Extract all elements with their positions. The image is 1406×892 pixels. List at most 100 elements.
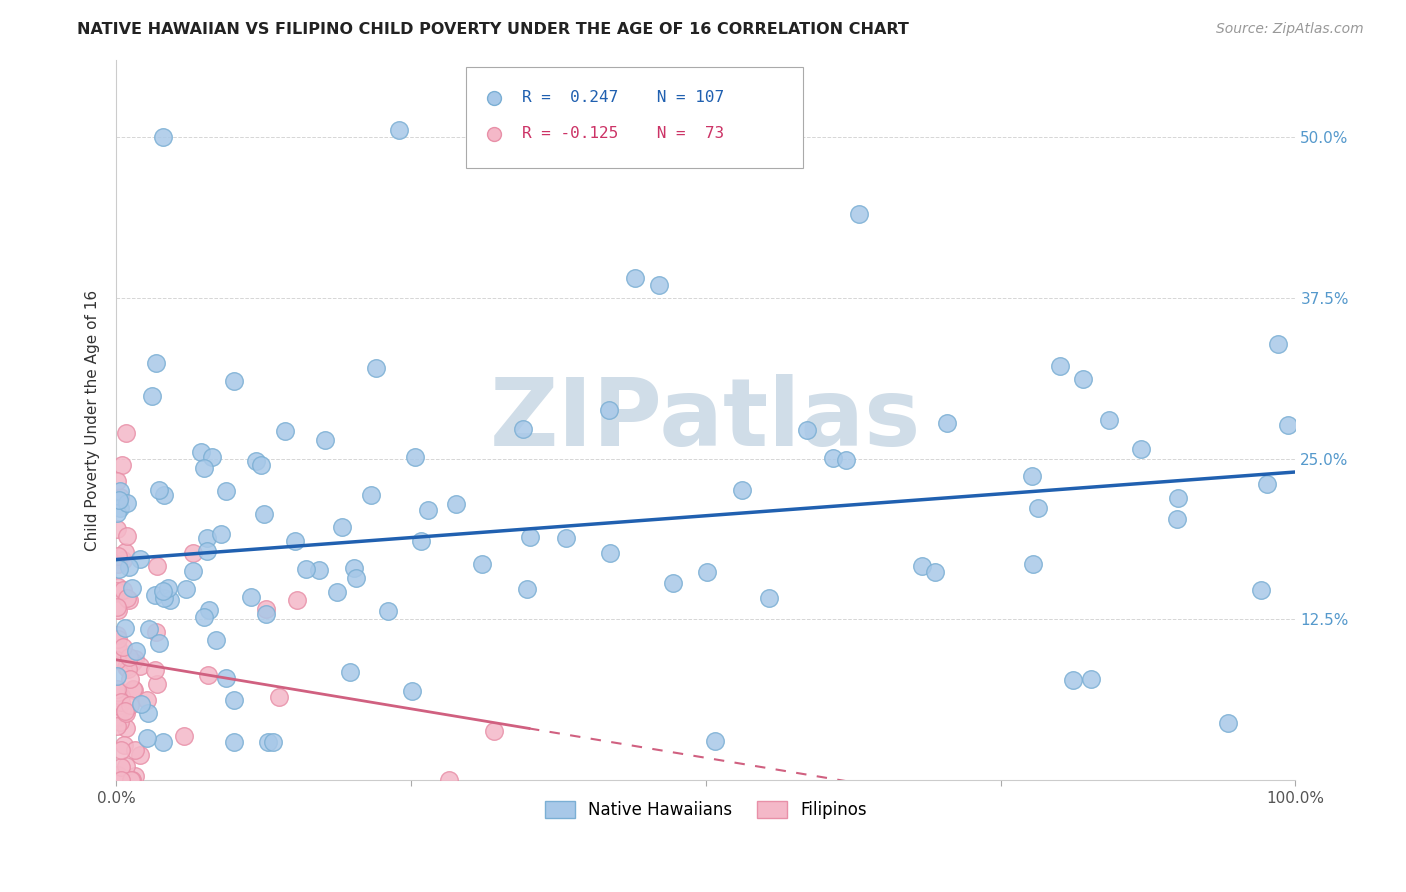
Point bbox=[1080, 672, 1102, 686]
Point bbox=[120, 698, 142, 712]
Point bbox=[193, 461, 215, 475]
Point bbox=[344, 571, 367, 585]
Point bbox=[107, 641, 129, 656]
Point bbox=[110, 694, 132, 708]
Text: Source: ZipAtlas.com: Source: ZipAtlas.com bbox=[1216, 22, 1364, 37]
Point bbox=[554, 531, 576, 545]
Point bbox=[111, 702, 134, 716]
Point bbox=[256, 601, 278, 615]
Point bbox=[197, 667, 219, 681]
Point bbox=[1129, 442, 1152, 457]
Point bbox=[224, 375, 246, 389]
Point bbox=[118, 650, 141, 665]
Point bbox=[294, 562, 316, 576]
Point bbox=[111, 553, 134, 567]
Point bbox=[152, 734, 174, 748]
Point bbox=[143, 664, 166, 678]
Point bbox=[222, 693, 245, 707]
Point bbox=[332, 520, 354, 534]
Point bbox=[339, 665, 361, 680]
Point bbox=[110, 760, 132, 774]
Point bbox=[401, 683, 423, 698]
Legend: Native Hawaiians, Filipinos: Native Hawaiians, Filipinos bbox=[538, 795, 873, 826]
Point bbox=[695, 566, 717, 580]
Point bbox=[138, 622, 160, 636]
Point bbox=[110, 773, 132, 788]
Point bbox=[111, 458, 134, 472]
Point bbox=[114, 738, 136, 752]
Point bbox=[107, 580, 129, 594]
Point bbox=[193, 610, 215, 624]
Point bbox=[1216, 716, 1239, 731]
Point bbox=[512, 422, 534, 436]
Point bbox=[1021, 469, 1043, 483]
Point bbox=[115, 758, 138, 772]
Point bbox=[145, 624, 167, 639]
Text: NATIVE HAWAIIAN VS FILIPINO CHILD POVERTY UNDER THE AGE OF 16 CORRELATION CHART: NATIVE HAWAIIAN VS FILIPINO CHILD POVERT… bbox=[77, 22, 910, 37]
Point bbox=[416, 503, 439, 517]
Point bbox=[107, 558, 129, 572]
Point bbox=[110, 689, 132, 703]
Point bbox=[118, 592, 141, 607]
Point bbox=[105, 668, 128, 682]
Point bbox=[173, 729, 195, 743]
Point bbox=[146, 559, 169, 574]
Point bbox=[129, 697, 152, 711]
Point bbox=[174, 582, 197, 596]
Point bbox=[796, 423, 818, 437]
Point bbox=[107, 599, 129, 614]
Point bbox=[598, 402, 620, 417]
Point bbox=[181, 565, 204, 579]
Point bbox=[1166, 512, 1188, 526]
Point bbox=[308, 563, 330, 577]
Point bbox=[115, 528, 138, 542]
Point bbox=[647, 277, 669, 292]
Point bbox=[624, 271, 647, 285]
Point bbox=[110, 742, 132, 756]
Point bbox=[122, 682, 145, 697]
Point bbox=[198, 602, 221, 616]
Point bbox=[1098, 413, 1121, 427]
Point bbox=[112, 640, 135, 655]
Point bbox=[105, 506, 128, 520]
Point bbox=[136, 731, 159, 745]
Point bbox=[112, 582, 135, 597]
Point bbox=[114, 660, 136, 674]
Point bbox=[835, 452, 858, 467]
Point bbox=[224, 734, 246, 748]
Point bbox=[107, 652, 129, 666]
Point bbox=[1256, 477, 1278, 491]
Point bbox=[388, 123, 411, 137]
Point bbox=[823, 451, 845, 466]
Point bbox=[519, 529, 541, 543]
Point bbox=[124, 769, 146, 783]
Point bbox=[114, 425, 136, 440]
Point bbox=[215, 671, 238, 685]
Point bbox=[107, 681, 129, 696]
Point bbox=[482, 723, 505, 738]
Point bbox=[325, 585, 347, 599]
Point bbox=[190, 445, 212, 459]
Point bbox=[284, 534, 307, 549]
Point bbox=[120, 773, 142, 788]
Point bbox=[204, 632, 226, 647]
Point bbox=[107, 710, 129, 724]
Point bbox=[117, 662, 139, 676]
Point bbox=[115, 721, 138, 735]
Point bbox=[117, 496, 139, 510]
Point bbox=[107, 584, 129, 599]
Point bbox=[107, 628, 129, 642]
Point bbox=[118, 560, 141, 574]
Point bbox=[121, 773, 143, 788]
Point bbox=[153, 488, 176, 502]
Point bbox=[110, 483, 132, 498]
Point bbox=[114, 621, 136, 635]
Point bbox=[214, 483, 236, 498]
Point bbox=[1062, 673, 1084, 688]
Point bbox=[911, 559, 934, 574]
Point bbox=[195, 543, 218, 558]
Point bbox=[1028, 501, 1050, 516]
Point bbox=[146, 676, 169, 690]
Point bbox=[364, 361, 387, 376]
Point bbox=[731, 483, 754, 497]
